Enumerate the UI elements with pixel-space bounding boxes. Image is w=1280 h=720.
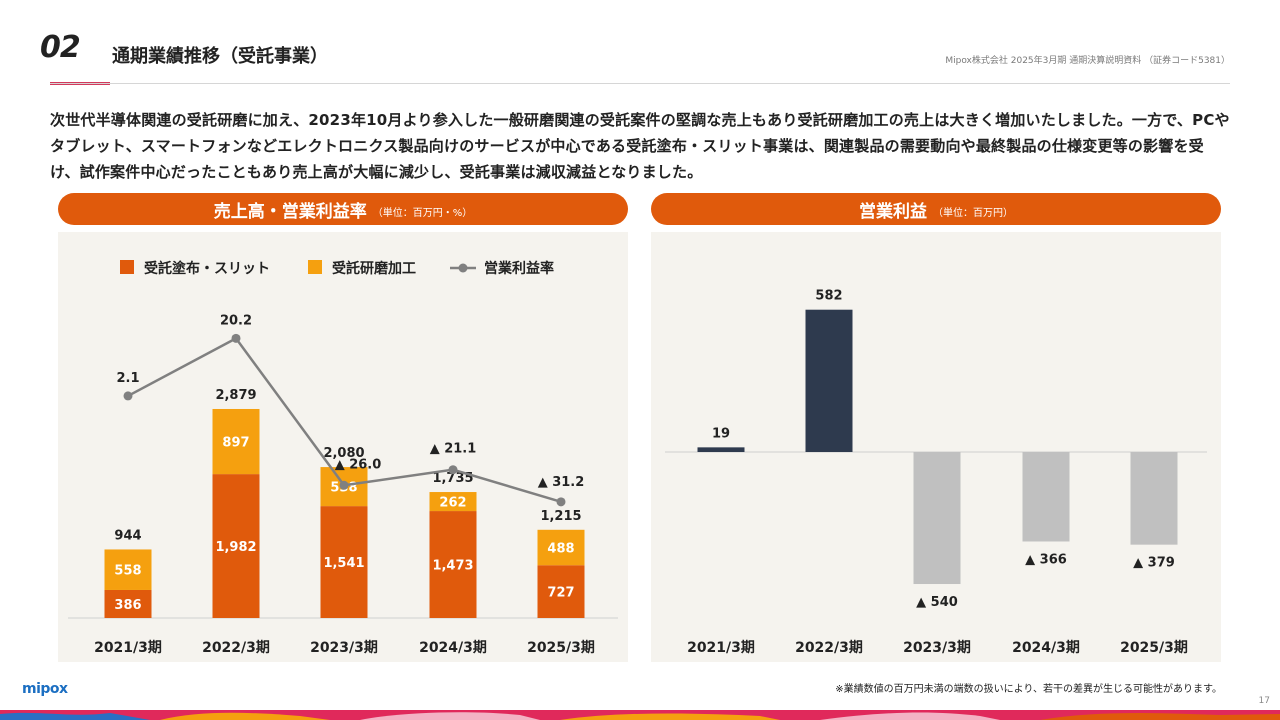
bar-label-polishing: 558 xyxy=(114,564,141,579)
source-note: Mipox株式会社 2025年3月期 通期決算説明資料 （証券コード5381） xyxy=(945,56,1230,66)
bar-coating xyxy=(429,511,477,618)
loss-label: ▲ 379 xyxy=(1133,556,1175,571)
left-panel-unit: （単位：百万円・%） xyxy=(372,207,473,219)
slide-number: 02 xyxy=(40,30,81,65)
bar-coating xyxy=(212,474,260,618)
summary-text: 次世代半導体関連の受託研磨に加え、2023年10月より参入した一般研磨関連の受託… xyxy=(50,111,1230,181)
legend-swatch-polishing xyxy=(308,260,322,274)
bar-label-coating: 386 xyxy=(114,598,141,613)
x-tick-label: 2022/3期 xyxy=(202,640,270,656)
x-tick-label: 2022/3期 xyxy=(795,640,863,656)
legend-label-polishing: 受託研磨加工 xyxy=(332,260,416,277)
bar-coating xyxy=(537,565,585,618)
profit-label: 19 xyxy=(712,426,730,441)
legend-label-coating: 受託塗布・スリット xyxy=(144,260,270,277)
bar-total-label: 944 xyxy=(114,528,141,543)
bar-polishing xyxy=(104,549,152,590)
bar-label-polishing: 897 xyxy=(222,436,249,451)
margin-point xyxy=(339,480,349,490)
bar-polishing xyxy=(212,408,260,475)
bar-polishing xyxy=(429,492,477,512)
bar-polishing xyxy=(537,529,585,566)
right-panel-header: 営業利益 （単位：百万円） xyxy=(651,193,1221,225)
right-chart-panel: 19 2021/3期 582 2022/3期 ▲ 540 2023/3期 ▲ 366 2024… xyxy=(651,232,1221,662)
x-tick-label: 2023/3期 xyxy=(310,640,378,656)
left-panel-header: 売上高・営業利益率 （単位：百万円・%） xyxy=(58,193,628,225)
bar-total-label: 2,879 xyxy=(215,388,256,403)
right-panel-title: 営業利益 xyxy=(859,201,927,222)
margin-label: 2.1 xyxy=(116,371,139,386)
margin-point xyxy=(556,497,566,507)
bar-label-coating: 1,541 xyxy=(323,556,364,571)
page-number: 17 xyxy=(1258,696,1270,706)
loss-bar xyxy=(1130,452,1178,545)
decorative-footer-band xyxy=(0,710,1280,720)
sales-margin-chart: 受託塗布・スリット 受託研磨加工 営業利益率 386 558 944 2021/3期 1,98… xyxy=(68,260,618,656)
margin-point xyxy=(448,465,458,475)
bar-total-label: 1,215 xyxy=(540,509,581,524)
loss-label: ▲ 366 xyxy=(1025,552,1067,567)
margin-label: ▲ 21.1 xyxy=(430,442,477,457)
x-tick-label: 2021/3期 xyxy=(687,640,755,656)
left-panel-title: 売上高・営業利益率 xyxy=(213,201,367,222)
bar-label-coating: 727 xyxy=(547,586,574,601)
bar-coating xyxy=(320,506,368,618)
margin-point xyxy=(231,333,241,343)
loss-bar xyxy=(1022,452,1070,542)
profit-bar xyxy=(805,309,853,452)
loss-bar xyxy=(913,452,961,585)
bar-total-label: 2,080 xyxy=(323,446,364,461)
x-tick-label: 2025/3期 xyxy=(1120,640,1188,656)
profit-label: 582 xyxy=(815,289,842,304)
bar-total-label: 1,735 xyxy=(432,471,473,486)
loss-label: ▲ 540 xyxy=(916,595,958,610)
bar-label-coating: 1,982 xyxy=(215,540,256,555)
bar-label-coating: 1,473 xyxy=(432,559,473,574)
bar-coating xyxy=(104,589,152,618)
x-tick-label: 2024/3期 xyxy=(1012,640,1080,656)
x-tick-label: 2025/3期 xyxy=(527,640,595,656)
operating-profit-chart: 19 2021/3期 582 2022/3期 ▲ 540 2023/3期 ▲ 366 2024… xyxy=(665,289,1207,656)
bar-label-polishing: 488 xyxy=(547,542,574,557)
footnote: ※業績数値の百万円未満の端数の扱いにより、若干の差異が生じる可能性があります。 xyxy=(835,684,1222,695)
left-chart-panel: 受託塗布・スリット 受託研磨加工 営業利益率 386 558 944 2021/3期 1,98… xyxy=(58,232,628,662)
legend-marker-margin xyxy=(458,263,468,273)
legend-label-margin: 営業利益率 xyxy=(484,260,554,277)
margin-label: 20.2 xyxy=(220,313,252,328)
margin-label: ▲ 26.0 xyxy=(335,457,382,472)
x-tick-label: 2021/3期 xyxy=(94,640,162,656)
right-panel-unit: （単位：百万円） xyxy=(933,207,1013,219)
profit-bar xyxy=(697,447,745,452)
bar-label-polishing: 262 xyxy=(439,496,466,511)
x-tick-label: 2023/3期 xyxy=(903,640,971,656)
slide-title: 通期業績推移（受託事業） xyxy=(112,46,328,67)
margin-point xyxy=(123,391,133,401)
header-divider xyxy=(50,83,1230,84)
x-tick-label: 2024/3期 xyxy=(419,640,487,656)
legend-swatch-coating xyxy=(120,260,134,274)
margin-label: ▲ 31.2 xyxy=(538,475,585,490)
company-logo: mipox xyxy=(22,681,68,697)
